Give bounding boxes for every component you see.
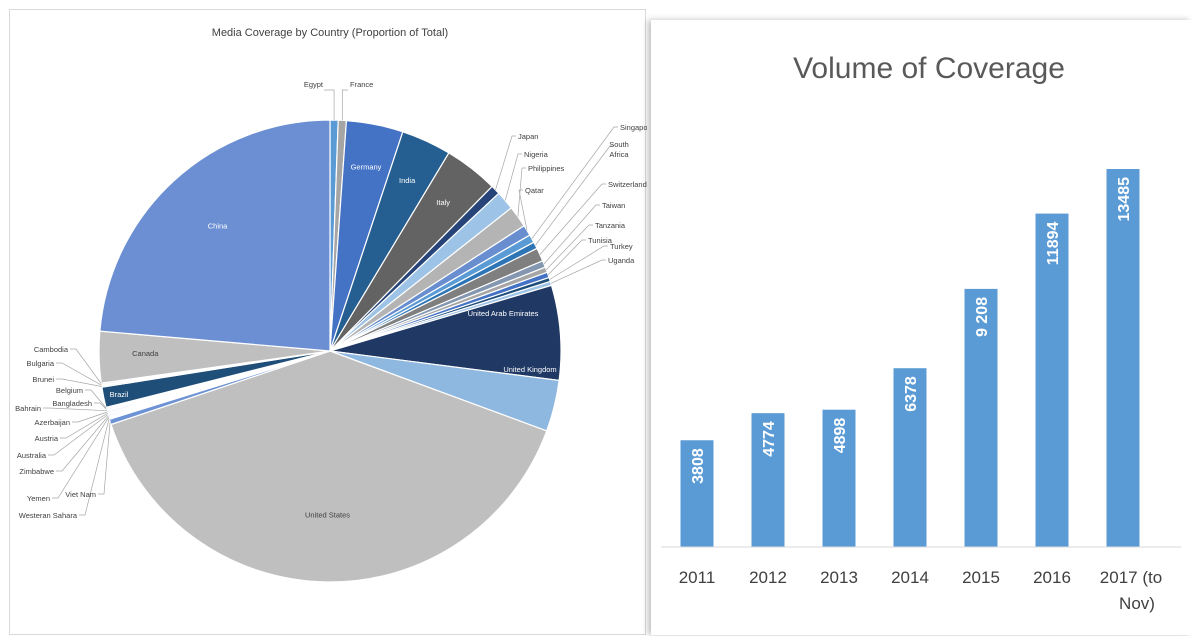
pie-label-nigeria: Nigeria bbox=[524, 150, 549, 159]
x-tick-label: 2011 bbox=[679, 568, 716, 587]
pie-label-tunisia: Tunisia bbox=[588, 236, 613, 245]
pie-label-bahrain: Bahrain bbox=[15, 404, 41, 413]
x-tick-label: 2013 bbox=[820, 568, 858, 587]
pie-label-switzerland: Switzerland bbox=[608, 180, 647, 189]
x-tick-label: 2015 bbox=[962, 568, 1000, 587]
pie-label-canada: Canada bbox=[132, 349, 159, 358]
pie-label-brunei: Brunei bbox=[32, 375, 54, 384]
pie-label-france: France bbox=[350, 80, 373, 89]
pie-label-south-africa: South Africa bbox=[609, 140, 629, 159]
pie-label-qatar: Qatar bbox=[525, 186, 544, 195]
bar-2013 bbox=[822, 409, 856, 547]
bar-value-label: 4898 bbox=[832, 418, 849, 454]
bar-value-label: 3808 bbox=[690, 448, 707, 484]
pie-label-japan: Japan bbox=[518, 132, 538, 141]
pie-label-united-arab-emirates: United Arab Emirates bbox=[468, 309, 539, 318]
pie-label-uganda: Uganda bbox=[608, 256, 635, 265]
pie-label-tanzania: Tanzania bbox=[595, 221, 626, 230]
pie-chart: Media Coverage by Country (Proportion of… bbox=[15, 27, 647, 583]
pie-label-belgium: Belgium bbox=[56, 386, 83, 395]
bar-2011 bbox=[680, 440, 714, 547]
pie-label-viet-nam: Viet Nam bbox=[65, 490, 96, 499]
pie-chart-panel: Media Coverage by Country (Proportion of… bbox=[9, 9, 647, 635]
pie-label-westeran-sahara: Westeran Sahara bbox=[19, 511, 78, 520]
pie-label-philippines: Philippines bbox=[528, 164, 565, 173]
pie-label-taiwan: Taiwan bbox=[602, 201, 625, 210]
pie-label-cambodia: Cambodia bbox=[34, 345, 69, 354]
bar-value-label: 11894 bbox=[1045, 221, 1062, 265]
pie-label-italy: Italy bbox=[436, 198, 450, 207]
x-tick-label: 2017 (to Nov) bbox=[1100, 568, 1162, 613]
bar-2017 bbox=[1106, 169, 1140, 547]
pie-label-egypt: Egypt bbox=[304, 80, 324, 89]
x-tick-label: 2012 bbox=[749, 568, 787, 587]
pie-label-germany: Germany bbox=[351, 163, 382, 172]
pie-label-brazil: Brazil bbox=[110, 390, 129, 399]
pie-label-austria: Austria bbox=[35, 434, 59, 443]
pie-label-yemen: Yemen bbox=[27, 494, 50, 503]
pie-label-zimbabwe: Zimbabwe bbox=[19, 467, 54, 476]
bar-chart-panel: Volume of Coverage 3808 4774 4898 6378 9 208… bbox=[651, 20, 1192, 635]
pie-label-india: India bbox=[399, 176, 416, 185]
pie-label-azerbaijan: Azerbaijan bbox=[35, 418, 70, 427]
pie-label-china: China bbox=[208, 221, 228, 230]
pie-chart-title: Media Coverage by Country (Proportion of… bbox=[212, 27, 448, 39]
bar-chart-title: Volume of Coverage bbox=[793, 52, 1065, 85]
bar-2014 bbox=[893, 368, 927, 547]
pie-label-bulgaria: Bulgaria bbox=[26, 359, 54, 368]
pie-label-turkey: Turkey bbox=[610, 242, 633, 251]
pie-label-united-kingdom: United Kingdom bbox=[503, 365, 556, 374]
bar-2015 bbox=[964, 288, 998, 547]
bar-chart: Volume of Coverage 3808 4774 4898 6378 9 208… bbox=[661, 52, 1181, 613]
pie-label-australia: Australia bbox=[17, 451, 47, 460]
bar-value-label: 13485 bbox=[1116, 177, 1133, 222]
bar-2016 bbox=[1035, 213, 1069, 548]
pie-slice-china bbox=[99, 119, 331, 352]
pie-label-bangladesh: Bangladesh bbox=[52, 399, 92, 408]
pie-label-singapore: Singapore bbox=[620, 123, 647, 132]
bar-2012 bbox=[751, 413, 785, 547]
bar-value-label: 4774 bbox=[761, 421, 778, 457]
pie-slice-united-states bbox=[110, 350, 548, 583]
pie-label-united-states: United States bbox=[305, 510, 350, 519]
bar-value-label: 6378 bbox=[903, 376, 920, 412]
bar-value-label: 9 208 bbox=[974, 297, 991, 337]
x-tick-label: 2016 bbox=[1033, 568, 1071, 587]
x-tick-label: 2014 bbox=[891, 568, 929, 587]
